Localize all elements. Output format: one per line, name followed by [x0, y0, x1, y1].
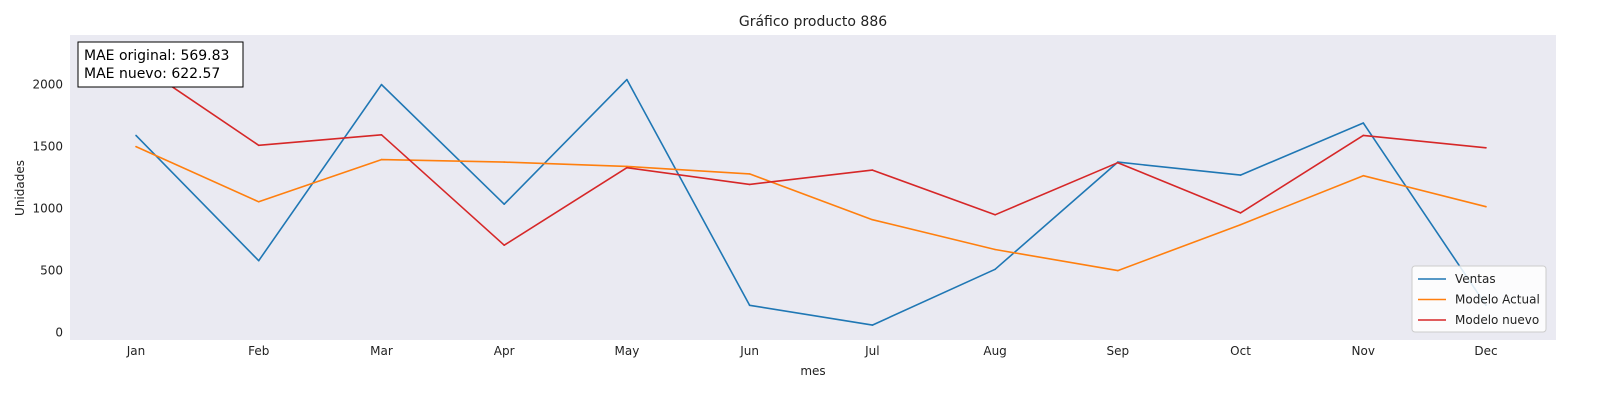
data-point — [503, 244, 506, 246]
data-point — [503, 203, 506, 205]
data-point — [1485, 205, 1487, 208]
y-tick-label: 1000 — [32, 202, 63, 216]
chart-title: Gráfico producto 886 — [739, 14, 887, 30]
data-point — [1239, 223, 1242, 226]
mae-annotation-box: MAE original: 569.83 MAE nuevo: 622.57 — [77, 41, 244, 88]
series-line-ventas — [135, 78, 1487, 326]
x-tick-label: Nov — [1352, 344, 1375, 358]
legend-label: Modelo Actual — [1455, 293, 1540, 307]
data-point — [871, 169, 874, 171]
y-tick-label: 500 — [40, 264, 63, 278]
data-point — [748, 183, 751, 186]
data-point — [135, 145, 137, 148]
x-tick-label: Aug — [983, 344, 1006, 358]
data-point — [871, 324, 874, 326]
data-point — [748, 173, 751, 175]
plot-area — [70, 35, 1556, 340]
x-tick-label: Feb — [248, 344, 269, 358]
series-line-modelo-nuevo — [135, 61, 1487, 246]
data-point — [1485, 147, 1487, 149]
data-point — [1239, 174, 1242, 176]
y-axis-label: Unidades — [13, 160, 27, 216]
data-point — [1239, 212, 1242, 214]
x-tick-label: Dec — [1474, 344, 1497, 358]
data-point — [626, 165, 628, 168]
data-point — [135, 134, 137, 137]
x-tick-label: May — [615, 344, 640, 358]
data-point — [380, 83, 383, 86]
data-point — [380, 134, 383, 136]
legend-box — [1411, 265, 1547, 333]
mae-nuevo-text: MAE nuevo: 622.57 — [84, 66, 220, 82]
data-point — [626, 78, 628, 81]
data-point — [257, 201, 260, 203]
data-point — [994, 248, 996, 251]
data-point — [1362, 122, 1365, 124]
data-point — [626, 166, 628, 169]
data-point — [1362, 174, 1365, 177]
x-tick-label: Jun — [739, 344, 759, 358]
x-tick-label: Mar — [370, 344, 393, 358]
series-line-modelo-actual — [135, 145, 1487, 272]
data-point — [871, 218, 874, 221]
y-tick-label: 1500 — [32, 140, 63, 154]
data-point — [1117, 161, 1119, 164]
legend-label: Ventas — [1455, 272, 1496, 286]
data-point — [994, 268, 996, 271]
legend-label: Modelo nuevo — [1455, 313, 1539, 327]
x-tick-label: Jan — [126, 344, 146, 358]
data-point — [748, 304, 751, 307]
mae-original-text: MAE original: 569.83 — [84, 48, 229, 64]
x-tick-label: Apr — [494, 344, 515, 358]
data-point — [503, 161, 506, 163]
data-point — [994, 214, 996, 216]
x-axis-label: mes — [800, 364, 825, 378]
y-tick-label: 0 — [55, 326, 63, 340]
data-point — [1362, 134, 1365, 137]
x-tick-label: Jul — [864, 344, 879, 358]
y-tick-label: 2000 — [32, 78, 63, 92]
x-tick-label: Sep — [1107, 344, 1130, 358]
data-point — [1117, 269, 1119, 272]
data-point — [257, 259, 260, 262]
legend: Ventas Modelo Actual Modelo nuevo — [1411, 265, 1547, 333]
data-point — [257, 144, 260, 147]
x-tick-label: Oct — [1230, 344, 1251, 358]
data-point — [380, 158, 383, 161]
